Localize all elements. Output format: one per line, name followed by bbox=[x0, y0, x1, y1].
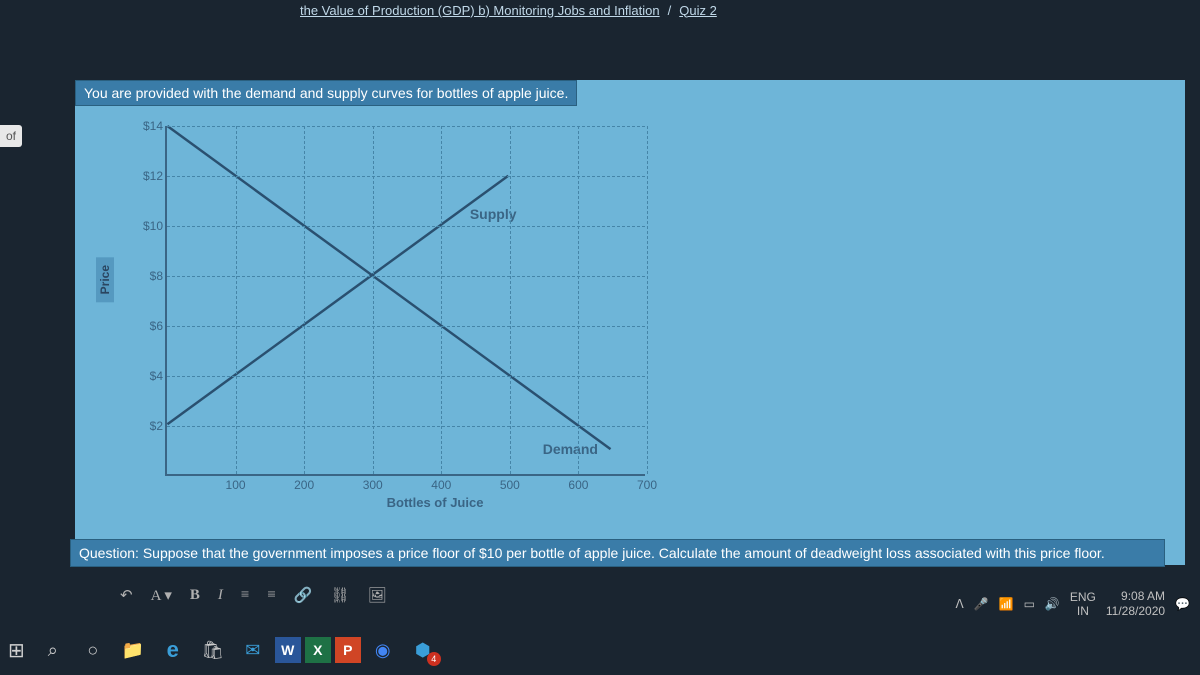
bullet-list-button[interactable]: ≡ bbox=[241, 587, 249, 604]
gridline-h bbox=[167, 326, 645, 327]
image-button[interactable]: 🖼 bbox=[368, 586, 387, 605]
tray-chevron-icon[interactable]: ᐱ bbox=[955, 597, 963, 611]
date-text: 11/28/2020 bbox=[1106, 604, 1165, 620]
notification-badge: 4 bbox=[427, 652, 441, 666]
gridline-h bbox=[167, 276, 645, 277]
breadcrumb-link-2[interactable]: Quiz 2 bbox=[679, 3, 717, 18]
breadcrumb: the Value of Production (GDP) b) Monitor… bbox=[300, 0, 717, 20]
mic-icon[interactable]: 🎤 bbox=[974, 597, 989, 611]
answer-editor-toolbar: ↶ A ▾ B I ≡ ≡ 🔗 ⛓ 🖼 bbox=[120, 586, 387, 605]
gridline-h bbox=[167, 426, 645, 427]
gridline-v bbox=[373, 126, 374, 474]
y-tick: $6 bbox=[135, 319, 163, 333]
mail-icon[interactable]: ✉ bbox=[235, 632, 271, 668]
battery-icon[interactable]: ▭ bbox=[1024, 597, 1035, 611]
cortana-icon[interactable]: ○ bbox=[75, 632, 111, 668]
gridline-v bbox=[304, 126, 305, 474]
app-icon[interactable]: ⬢ 4 bbox=[405, 632, 441, 668]
x-tick: 300 bbox=[353, 478, 393, 492]
unlink-button[interactable]: ⛓ bbox=[331, 586, 350, 605]
clock[interactable]: 9:08 AM 11/28/2020 bbox=[1106, 589, 1165, 620]
search-icon[interactable]: ⌕ bbox=[35, 632, 71, 668]
breadcrumb-sep: / bbox=[668, 3, 672, 18]
y-tick: $4 bbox=[135, 369, 163, 383]
y-tick: $14 bbox=[135, 119, 163, 133]
x-tick: 700 bbox=[627, 478, 667, 492]
file-explorer-icon[interactable]: 📁 bbox=[115, 632, 151, 668]
gridline-v bbox=[578, 126, 579, 474]
word-icon[interactable]: W bbox=[275, 637, 301, 663]
taskbar: ⊞ ⌕ ○ 📁 e 🛍 ✉ W X P ◉ ⬢ 4 bbox=[0, 625, 1200, 675]
x-tick: 200 bbox=[284, 478, 324, 492]
gridline-h bbox=[167, 176, 645, 177]
y-tick: $12 bbox=[135, 169, 163, 183]
x-tick: 100 bbox=[216, 478, 256, 492]
x-tick: 600 bbox=[558, 478, 598, 492]
lang-line2: IN bbox=[1070, 604, 1096, 618]
lang-line1: ENG bbox=[1070, 590, 1096, 604]
demand-label: Demand bbox=[543, 441, 598, 457]
x-axis-label: Bottles of Juice bbox=[387, 495, 484, 510]
chrome-icon[interactable]: ◉ bbox=[365, 632, 401, 668]
y-tick: $10 bbox=[135, 219, 163, 233]
link-button[interactable]: 🔗 bbox=[294, 586, 313, 605]
start-button[interactable]: ⊞ bbox=[8, 638, 25, 663]
excel-icon[interactable]: X bbox=[305, 637, 331, 663]
gridline-h bbox=[167, 376, 645, 377]
breadcrumb-link-1[interactable]: the Value of Production (GDP) b) Monitor… bbox=[300, 3, 660, 18]
italic-button[interactable]: I bbox=[218, 587, 223, 604]
y-tick: $8 bbox=[135, 269, 163, 283]
time-text: 9:08 AM bbox=[1106, 589, 1165, 605]
undo-button[interactable]: ↶ bbox=[120, 586, 133, 605]
question-text: Question: Suppose that the government im… bbox=[70, 539, 1165, 567]
y-tick: $2 bbox=[135, 419, 163, 433]
gridline-v bbox=[510, 126, 511, 474]
gridline-v bbox=[236, 126, 237, 474]
gridline-h bbox=[167, 126, 645, 127]
x-tick: 500 bbox=[490, 478, 530, 492]
font-dropdown[interactable]: A ▾ bbox=[151, 586, 172, 605]
edge-icon[interactable]: e bbox=[155, 632, 191, 668]
quiz-content: You are provided with the demand and sup… bbox=[75, 80, 1185, 565]
instruction-text: You are provided with the demand and sup… bbox=[75, 80, 577, 106]
notifications-icon[interactable]: 💬 bbox=[1175, 597, 1190, 611]
gridline-v bbox=[441, 126, 442, 474]
system-tray: ᐱ 🎤 📶 ▭ 🔊 ENG IN 9:08 AM 11/28/2020 💬 bbox=[955, 589, 1190, 620]
powerpoint-icon[interactable]: P bbox=[335, 637, 361, 663]
gridline-v bbox=[647, 126, 648, 474]
left-pagination-tab: of bbox=[0, 125, 22, 147]
gridline-h bbox=[167, 226, 645, 227]
bold-button[interactable]: B bbox=[190, 587, 200, 604]
x-tick: 400 bbox=[421, 478, 461, 492]
store-icon[interactable]: 🛍 bbox=[195, 632, 231, 668]
numbered-list-button[interactable]: ≡ bbox=[267, 587, 275, 604]
language-indicator[interactable]: ENG IN bbox=[1070, 590, 1096, 619]
supply-demand-chart: Price Bottles of Juice Supply Demand 100… bbox=[105, 116, 665, 516]
wifi-icon[interactable]: 📶 bbox=[999, 597, 1014, 611]
y-axis-label: Price bbox=[96, 257, 114, 302]
volume-icon[interactable]: 🔊 bbox=[1045, 597, 1060, 611]
